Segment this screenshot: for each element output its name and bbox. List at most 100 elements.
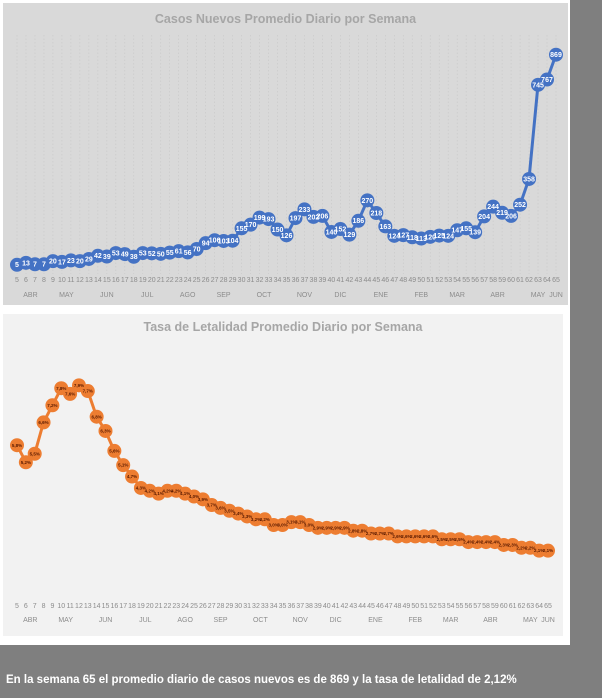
data-label: 3,2% bbox=[260, 517, 270, 522]
x-tick-label: 25 bbox=[190, 603, 198, 610]
x-tick-label: 42 bbox=[345, 277, 353, 284]
x-tick-label: 51 bbox=[426, 277, 434, 284]
data-point bbox=[89, 409, 104, 424]
data-label: 767 bbox=[541, 77, 553, 84]
data-label: 358 bbox=[523, 176, 535, 183]
x-tick-label: 12 bbox=[76, 277, 84, 284]
x-tick-label: 46 bbox=[376, 603, 384, 610]
x-tick-label: 33 bbox=[265, 277, 273, 284]
data-label: 20 bbox=[76, 259, 84, 266]
data-label: 6,6% bbox=[38, 420, 48, 425]
data-label: 2,7% bbox=[384, 531, 394, 536]
data-label: 204 bbox=[478, 214, 490, 221]
data-label: 7 bbox=[33, 262, 37, 269]
x-tick-label: 39 bbox=[319, 277, 327, 284]
data-point bbox=[125, 469, 140, 484]
data-label: 2,9% bbox=[330, 525, 340, 530]
data-label: 17 bbox=[58, 259, 66, 266]
data-label: 5 bbox=[15, 262, 19, 269]
data-label: 2,9% bbox=[322, 525, 332, 530]
data-label: 3,2% bbox=[251, 517, 261, 522]
data-label: 2,3% bbox=[507, 543, 517, 548]
data-label: 56 bbox=[184, 250, 192, 257]
x-tick-label: 26 bbox=[202, 277, 210, 284]
data-point bbox=[504, 208, 519, 223]
data-label: 170 bbox=[245, 222, 257, 229]
x-tick-label: 48 bbox=[399, 277, 407, 284]
data-point bbox=[18, 455, 33, 470]
x-month-label: ENE bbox=[368, 617, 383, 624]
x-tick-label: 29 bbox=[226, 603, 234, 610]
data-label: 38 bbox=[130, 254, 138, 261]
data-label: 202 bbox=[308, 214, 320, 221]
data-label: 2,2% bbox=[525, 545, 535, 550]
x-tick-label: 20 bbox=[148, 277, 156, 284]
data-label: 199 bbox=[254, 215, 266, 222]
x-tick-label: 7 bbox=[33, 277, 37, 284]
data-label: 7 bbox=[42, 262, 46, 269]
x-tick-label: 37 bbox=[301, 277, 309, 284]
x-month-label: SEP bbox=[214, 617, 228, 624]
data-point bbox=[477, 209, 492, 224]
x-tick-label: 6 bbox=[24, 603, 28, 610]
data-label: 42 bbox=[94, 253, 102, 260]
lethality-chart-title: Tasa de Letalidad Promedio Diario por Se… bbox=[143, 320, 423, 334]
data-label: 2,4% bbox=[481, 540, 491, 545]
x-tick-label: 46 bbox=[381, 277, 389, 284]
x-tick-label: 64 bbox=[535, 603, 543, 610]
x-tick-label: 60 bbox=[500, 603, 508, 610]
x-tick-label: 15 bbox=[103, 277, 111, 284]
cases-chart-panel: Casos Nuevos Promedio Diario por Semana … bbox=[3, 3, 568, 305]
data-point bbox=[468, 225, 483, 240]
x-tick-label: 30 bbox=[238, 277, 246, 284]
x-tick-label: 62 bbox=[518, 603, 526, 610]
data-label: 5,8% bbox=[12, 443, 22, 448]
data-label: 155 bbox=[460, 226, 472, 233]
data-point bbox=[522, 171, 537, 186]
x-tick-label: 21 bbox=[155, 603, 163, 610]
data-point bbox=[342, 227, 357, 242]
data-label: 4,2% bbox=[145, 488, 155, 493]
x-tick-label: 28 bbox=[217, 603, 225, 610]
data-label: 2,4% bbox=[472, 540, 482, 545]
data-label: 2,1% bbox=[534, 548, 544, 553]
x-tick-label: 14 bbox=[93, 603, 101, 610]
data-label: 2,5% bbox=[437, 537, 447, 542]
data-point bbox=[513, 197, 528, 212]
data-label: 140 bbox=[326, 229, 338, 236]
data-point bbox=[351, 213, 366, 228]
data-label: 70 bbox=[193, 246, 201, 253]
x-tick-label: 22 bbox=[164, 603, 172, 610]
data-label: 7,8% bbox=[56, 386, 66, 391]
data-label: 3,4% bbox=[233, 511, 243, 516]
x-tick-label: 6 bbox=[24, 277, 28, 284]
data-point bbox=[45, 398, 60, 413]
data-point bbox=[107, 443, 122, 458]
x-tick-label: 34 bbox=[274, 277, 282, 284]
x-tick-label: 8 bbox=[42, 277, 46, 284]
x-tick-label: 60 bbox=[507, 277, 515, 284]
x-month-label: NOV bbox=[297, 292, 313, 299]
x-tick-label: 64 bbox=[543, 277, 551, 284]
data-label: 103 bbox=[218, 238, 230, 245]
x-tick-label: 47 bbox=[385, 603, 393, 610]
x-month-label: ABR bbox=[490, 292, 504, 299]
x-tick-label: 9 bbox=[50, 603, 54, 610]
x-tick-label: 40 bbox=[323, 603, 331, 610]
x-month-label: OCT bbox=[253, 617, 269, 624]
x-month-label: ABR bbox=[23, 617, 37, 624]
x-tick-label: 44 bbox=[358, 603, 366, 610]
x-month-label: NOV bbox=[293, 617, 309, 624]
x-tick-label: 9 bbox=[51, 277, 55, 284]
x-tick-label: 36 bbox=[287, 603, 295, 610]
x-tick-label: 45 bbox=[372, 277, 380, 284]
x-tick-label: 38 bbox=[305, 603, 313, 610]
x-month-label: ENE bbox=[374, 292, 389, 299]
data-label: 5,5% bbox=[30, 451, 40, 456]
x-tick-label: 53 bbox=[444, 277, 452, 284]
data-label: 2,6% bbox=[419, 534, 429, 539]
data-label: 2,6% bbox=[410, 534, 420, 539]
x-month-label: JUL bbox=[141, 292, 154, 299]
x-tick-label: 37 bbox=[296, 603, 304, 610]
data-label: 23 bbox=[67, 258, 75, 265]
